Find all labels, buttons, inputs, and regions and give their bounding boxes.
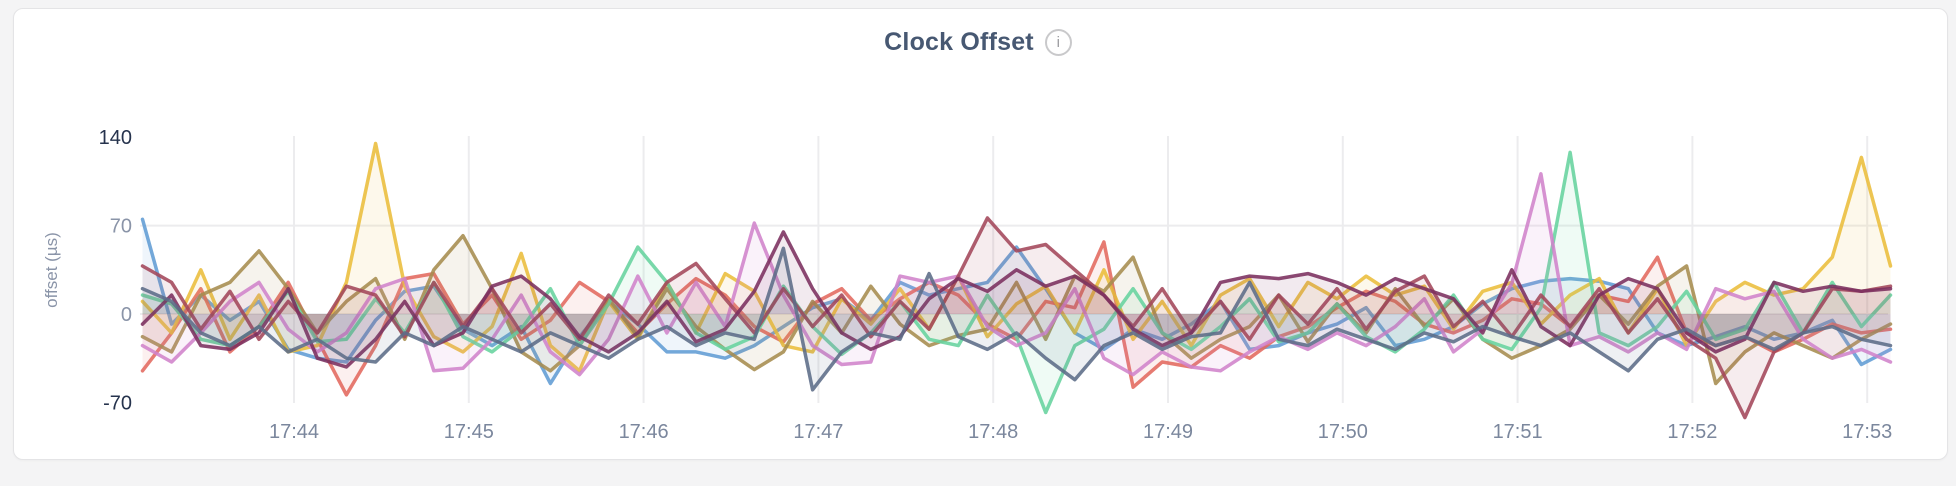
x-tick-label: 17:46 xyxy=(619,421,669,443)
chart-title: Clock Offset xyxy=(884,28,1034,56)
series-area-series-9 xyxy=(142,248,1891,390)
x-tick-label: 17:45 xyxy=(444,421,494,443)
y-tick-label: -70 xyxy=(103,392,132,414)
x-tick-label: 17:53 xyxy=(1842,421,1892,443)
series-line-series-7 xyxy=(140,216,1893,420)
series-line-series-3 xyxy=(140,141,1893,373)
x-tick-label: 17:47 xyxy=(793,421,843,443)
y-tick-label: 0 xyxy=(121,304,132,326)
x-tick-label: 17:48 xyxy=(968,421,1018,443)
series-area-series-2 xyxy=(142,242,1891,395)
series-line-series-9 xyxy=(140,246,1893,392)
x-tick-label: 17:44 xyxy=(269,421,319,443)
series-area-series-1 xyxy=(142,219,1891,384)
y-tick-label: 140 xyxy=(99,127,132,149)
x-tick-label: 17:49 xyxy=(1143,421,1193,443)
x-tick-label: 17:51 xyxy=(1493,421,1543,443)
series-area-series-7 xyxy=(142,218,1891,418)
x-tick-label: 17:50 xyxy=(1318,421,1368,443)
info-icon[interactable]: i xyxy=(1044,29,1072,56)
series-area-series-4 xyxy=(142,235,1891,384)
series-line-series-6 xyxy=(140,172,1893,377)
series-area-series-8 xyxy=(142,231,1891,367)
x-tick-label: 17:52 xyxy=(1667,421,1717,443)
chart-header: Clock Offset i xyxy=(0,28,1956,57)
y-tick-label: 70 xyxy=(110,216,132,238)
